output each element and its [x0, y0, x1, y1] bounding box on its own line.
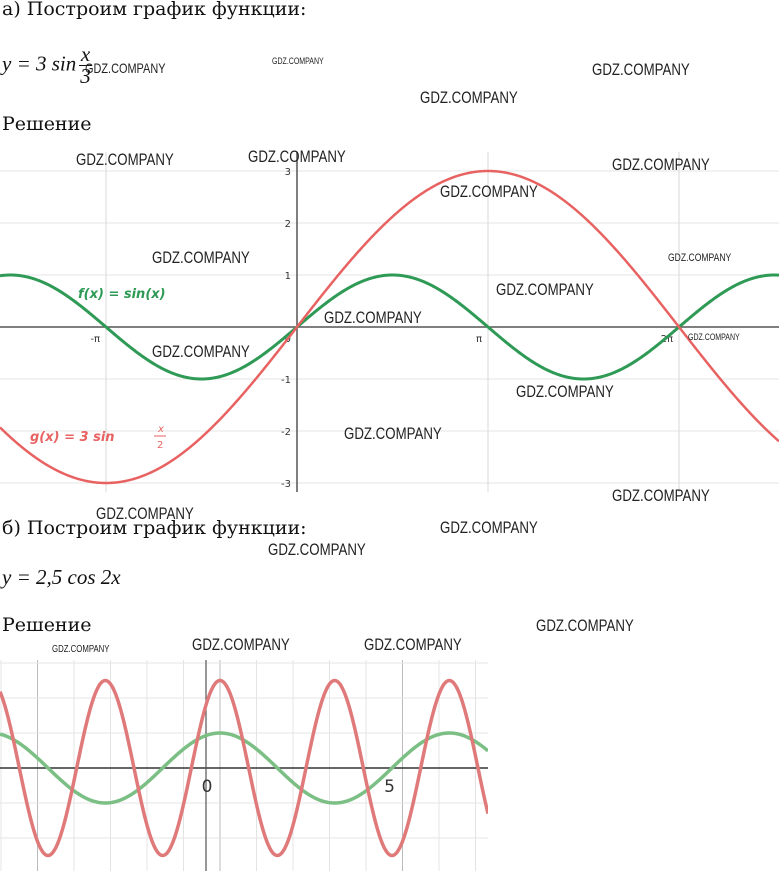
curve-f [0, 273, 779, 381]
legend-g: g(x) = 3 sin [30, 430, 115, 445]
watermark: GDZ.COMPANY [516, 382, 614, 401]
graph-a: 321-1-2-3-π 0 π 2πf(x) = sin(x)g(x) = 3 sin… [0, 152, 779, 492]
y-tick-label: 3 [285, 167, 291, 178]
watermark: GDZ.COMPANY [440, 518, 538, 537]
watermark: GDZ.COMPANY [76, 150, 174, 169]
watermark: GDZ.COMPANY [268, 540, 366, 559]
watermark: GDZ.COMPANY [420, 88, 518, 107]
watermark: GDZ.COMPANY [592, 60, 690, 79]
numerator: x [79, 42, 92, 66]
legend-f: f(x) = sin(x) [78, 287, 166, 302]
watermark: GDZ.COMPANY [192, 635, 290, 654]
watermark: GDZ.COMPANY [496, 280, 594, 299]
watermark: GDZ.COMPANY [96, 504, 194, 523]
watermark: GDZ.COMPANY [52, 644, 110, 655]
solution-label-a: Решение [2, 113, 92, 135]
y-tick-label: -1 [281, 375, 291, 386]
watermark: GDZ.COMPANY [152, 342, 250, 361]
legend-g-num: x [157, 424, 164, 435]
curve-2-5cos2x [0, 678, 488, 858]
watermark: GDZ.COMPANY [536, 616, 634, 635]
watermark: GDZ.COMPANY [668, 252, 732, 264]
formula-a: y = 3 sin x 3 [2, 44, 92, 87]
formula-lhs: y = 3 sin [2, 51, 77, 76]
formula-b: y = 2,5 cos 2x [2, 565, 121, 589]
watermark: GDZ.COMPANY [85, 60, 166, 76]
denominator: 3 [80, 64, 91, 88]
y-tick-label: -3 [281, 479, 291, 490]
watermark: GDZ.COMPANY [152, 248, 250, 267]
watermark: GDZ.COMPANY [364, 635, 462, 654]
watermark: GDZ.COMPANY [612, 486, 710, 505]
watermark: GDZ.COMPANY [440, 182, 538, 201]
solution-label-b: Решение [2, 614, 92, 636]
watermark: GDZ.COMPANY [688, 332, 740, 342]
curve-g [0, 169, 779, 485]
x-tick-label: 2π [661, 334, 673, 345]
y-tick-label: -2 [281, 427, 291, 438]
x-tick-label: 5 [384, 777, 395, 797]
heading-a: а) Построим график функции: [2, 0, 307, 20]
y-tick-label: 1 [285, 271, 291, 282]
x-tick-label: -π [90, 334, 100, 345]
watermark: GDZ.COMPANY [272, 56, 324, 66]
watermark: GDZ.COMPANY [324, 308, 422, 327]
x-tick-label: 0 [202, 777, 213, 797]
legend-g-den: 2 [157, 440, 163, 451]
heading-b: б) Построим график функции: [2, 517, 307, 539]
watermark: GDZ.COMPANY [344, 424, 442, 443]
x-tick-label: π [476, 334, 482, 345]
watermark: GDZ.COMPANY [248, 147, 346, 166]
y-tick-label: 2 [285, 219, 291, 230]
watermark: GDZ.COMPANY [612, 155, 710, 174]
